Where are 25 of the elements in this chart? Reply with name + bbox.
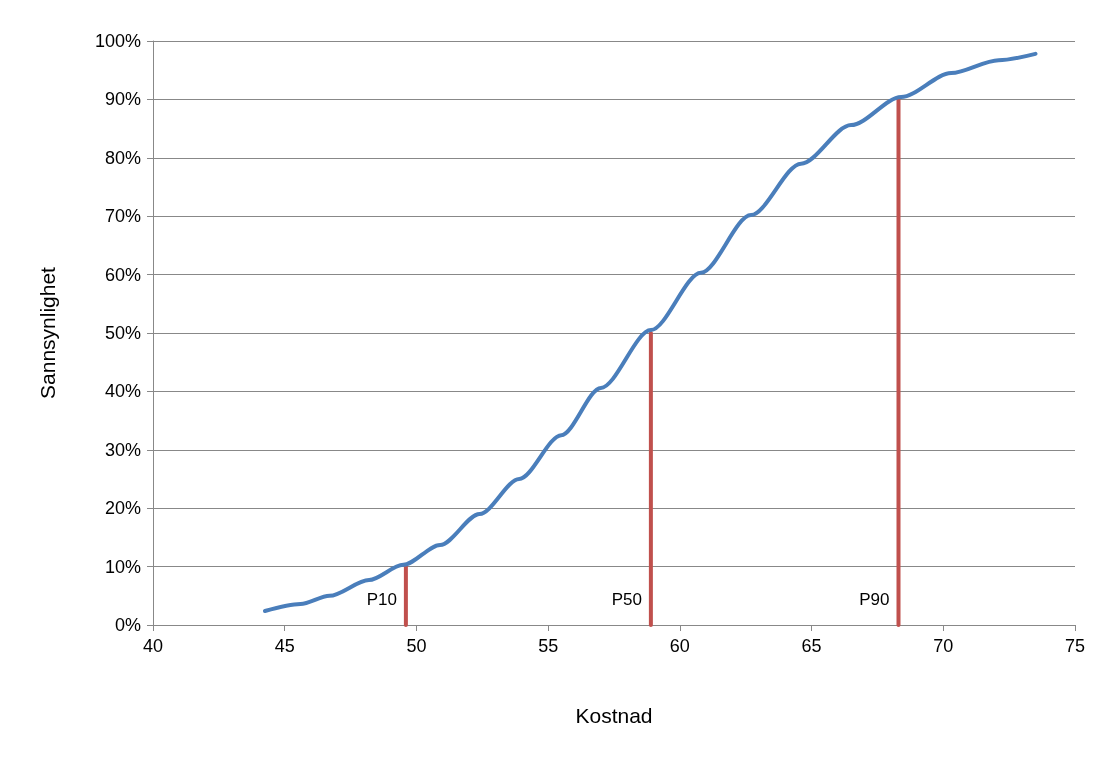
x-tick-label: 40 xyxy=(142,636,164,656)
line-series xyxy=(262,51,1038,613)
y-tick-label: 80% xyxy=(104,147,141,168)
x-tick-label: 50 xyxy=(406,636,427,656)
x-tick-label: 75 xyxy=(1064,636,1086,656)
series-label: P50 xyxy=(611,589,642,609)
y-tick-label: 60% xyxy=(104,264,141,285)
y-tick-label: 90% xyxy=(104,89,141,110)
x-tick-label: 45 xyxy=(274,636,295,656)
series-label: P90 xyxy=(859,589,890,609)
y-tick-label: 70% xyxy=(104,206,141,227)
y-tick-label: 10% xyxy=(104,556,141,577)
x-tick-label: 60 xyxy=(669,636,690,656)
series-label: P10 xyxy=(366,589,397,609)
x-tick-label: 65 xyxy=(801,636,822,656)
y-tick-label: 40% xyxy=(104,381,141,402)
y-tick-label: 100% xyxy=(94,31,141,51)
y-axis-title: Sannsynlighet xyxy=(36,266,59,399)
x-tick-label: 70 xyxy=(933,636,954,656)
x-axis-title: Kostnad xyxy=(575,704,653,727)
y-tick-label: 30% xyxy=(104,439,141,460)
x-tick-label: 55 xyxy=(538,636,559,656)
y-tick-label: 20% xyxy=(104,498,141,519)
y-tick-label: 0% xyxy=(114,615,141,635)
y-tick-label: 50% xyxy=(104,323,141,343)
